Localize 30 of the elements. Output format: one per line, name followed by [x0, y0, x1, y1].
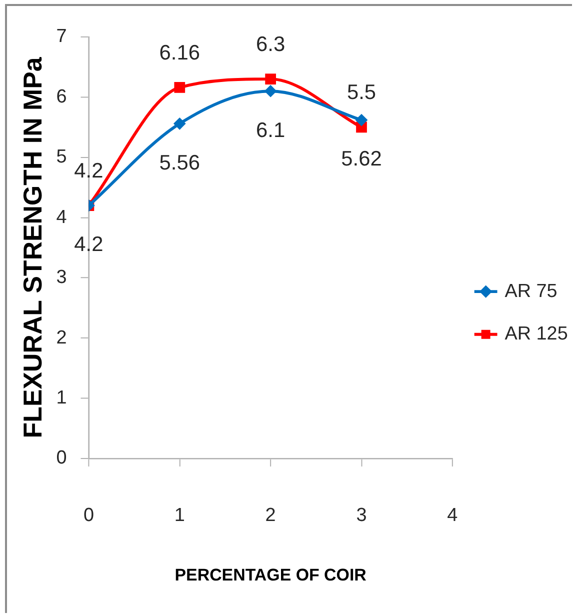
y-tick-label: 2 — [56, 327, 67, 348]
y-tick-label: 4 — [56, 206, 67, 228]
data-label: 6.1 — [256, 118, 286, 142]
legend-label: AR 125 — [504, 324, 568, 345]
y-tick-label: 6 — [56, 86, 67, 108]
point — [265, 74, 276, 84]
x-tick-label: 4 — [447, 504, 458, 526]
point — [174, 82, 186, 93]
x-tick-label: 3 — [356, 504, 367, 526]
point — [356, 114, 368, 126]
data-label: 6.3 — [256, 32, 286, 56]
point — [174, 118, 186, 130]
x-tick-label: 1 — [174, 504, 185, 526]
data-label: 5.62 — [341, 148, 382, 171]
legend-label: AR 75 — [504, 280, 558, 302]
x-tick-label: 0 — [83, 504, 94, 526]
x-axis-title: PERCENTAGE OF COIR — [174, 566, 366, 585]
y-tick-label: 5 — [56, 146, 67, 168]
data-label: 4.2 — [74, 233, 104, 256]
data-label: 5.56 — [159, 151, 200, 174]
y-tick-label: 7 — [56, 26, 67, 48]
y-axis-title: FLEXURAL STRENGTH IN MPa — [20, 56, 48, 438]
y-tick-label: 0 — [56, 448, 67, 469]
data-label: 6.16 — [159, 41, 200, 64]
y-tick-label: 1 — [56, 387, 67, 408]
point — [264, 85, 277, 98]
data-label: 4.2 — [74, 159, 104, 182]
data-label: 5.5 — [346, 81, 376, 104]
x-tick-label: 2 — [265, 504, 276, 526]
y-tick-label: 3 — [56, 267, 67, 288]
